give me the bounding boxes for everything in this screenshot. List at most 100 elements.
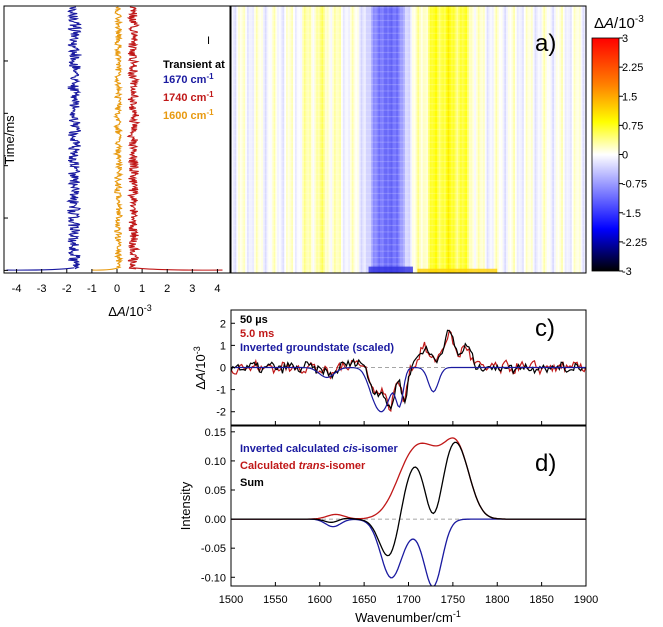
heatmap-column (575, 6, 578, 273)
heatmap-column (259, 6, 262, 273)
heatmap-column (445, 6, 448, 273)
heatmap-column (483, 6, 486, 273)
heatmap-column (236, 6, 239, 273)
heatmap-column (385, 6, 388, 273)
heatmap-column (562, 6, 565, 273)
heatmap-row-band (231, 192, 586, 195)
heatmap-column (440, 6, 443, 273)
heatmap-column (552, 6, 555, 273)
heatmap-column (481, 6, 484, 273)
heatmap-row-band (231, 135, 586, 137)
heatmap-row-band (231, 122, 586, 124)
heatmap-column (275, 6, 278, 273)
transient-x-tick-label: 3 (189, 283, 195, 295)
heatmap-column (401, 6, 404, 273)
transient-series-0 (66, 6, 83, 270)
groundstate-inverted (231, 366, 586, 413)
heatmap-column (246, 6, 250, 273)
heatmap-row-band (231, 167, 586, 169)
calculated-x-tick-label: 1650 (352, 594, 376, 606)
heatmap-column (333, 6, 337, 273)
heatmap-column (516, 6, 519, 273)
spectra-y-label: ΔA/10-3 (192, 346, 208, 389)
heatmap-column (289, 6, 292, 273)
spectra-y-tick-label: -1 (216, 385, 226, 397)
heatmap-column (461, 6, 464, 273)
heatmap-row-band (231, 19, 586, 22)
calculated-y-tick-label: 0.05 (205, 485, 226, 497)
heatmap-column (484, 6, 487, 273)
transient-x-tick-label: 0 (114, 283, 120, 295)
heatmap-column (328, 6, 331, 273)
legend-groundstate: Inverted groundstate (scaled) (240, 342, 394, 354)
heatmap-row-band (231, 148, 586, 150)
heatmap-column (239, 6, 242, 273)
heatmap-column (513, 6, 516, 273)
heatmap-early-strip-pos (417, 268, 498, 273)
heatmap-column (353, 6, 356, 273)
calculated-x-tick-label: 1750 (441, 594, 465, 606)
heatmap-column (561, 6, 564, 273)
legend-cis: Inverted calculated cis-isomer (240, 443, 398, 455)
colorbar-tick-label: -1.5 (622, 208, 641, 220)
heatmap-column (534, 6, 537, 273)
heatmap-early-strip (368, 266, 413, 273)
heatmap-column (479, 6, 482, 273)
heatmap-column (284, 6, 287, 273)
heatmap-column (243, 6, 246, 273)
heatmap-column (282, 6, 285, 273)
heatmap-row-band (231, 173, 586, 175)
calculated-x-label: Wavenumber/cm-1 (355, 609, 461, 625)
colorbar-gradient (591, 37, 620, 272)
spectra-y-tick-label: 0 (220, 363, 226, 375)
heatmap-column (266, 6, 269, 273)
heatmap-column (472, 6, 475, 273)
heatmap-column (270, 6, 273, 273)
heatmap-row-band (231, 90, 586, 92)
heatmap-column (232, 6, 235, 273)
heatmap-column (518, 6, 521, 273)
heatmap-column (396, 6, 399, 273)
heatmap-column (571, 6, 574, 273)
heatmap-column (264, 6, 267, 273)
heatmap-column (406, 6, 409, 273)
heatmap-column (502, 6, 505, 273)
heatmap-column (342, 6, 345, 273)
heatmap-column (374, 6, 377, 273)
heatmap-row-band (231, 51, 586, 54)
heatmap-column (506, 6, 509, 273)
transient-x-tick-label: 1 (139, 283, 145, 295)
transient-x-tick-label: -3 (37, 283, 47, 295)
heatmap-column (428, 6, 431, 273)
calculated-x-tick-label: 1700 (396, 594, 420, 606)
heatmap-column (536, 6, 539, 273)
heatmap-column (577, 6, 580, 273)
heatmap-column (477, 6, 480, 273)
heatmap-column (325, 6, 328, 273)
calculated-x-tick-label: 1850 (529, 594, 553, 606)
heatmap-column (262, 6, 266, 273)
heatmap-column (555, 6, 558, 273)
heatmap-column (522, 6, 525, 273)
calculated-x-ticks: 1500 1550 1600 1650 1700 1750 1800 1850 1900 (219, 582, 598, 606)
heatmap-column (474, 6, 477, 273)
heatmap-column (326, 6, 329, 273)
transient-x-tick-label: 4 (214, 283, 220, 295)
heatmap-column (294, 6, 297, 273)
heatmap-column (344, 6, 347, 273)
transient-series-2 (112, 6, 124, 270)
heatmap-column (410, 6, 413, 273)
panel-label-a: a) (535, 30, 556, 57)
heatmap-row-band (231, 116, 586, 118)
heatmap-column (415, 6, 418, 273)
calculated-curves (231, 437, 586, 586)
heatmap-column (312, 6, 315, 273)
heatmap-column (573, 6, 576, 273)
heatmap-row-band (231, 77, 586, 79)
heatmap-row-band (231, 160, 586, 163)
heatmap-column (332, 6, 335, 273)
heatmap-column (291, 6, 294, 273)
colorbar-title: ΔA/10-3 (594, 14, 644, 32)
